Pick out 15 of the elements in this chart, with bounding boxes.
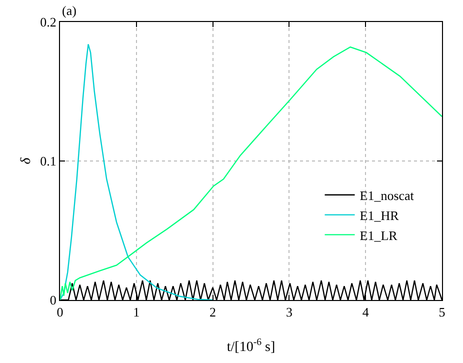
- line-series: [60, 44, 214, 300]
- y-tick-label: 0.1: [40, 154, 56, 169]
- text: (a): [62, 3, 76, 18]
- legend-label: E1_noscat: [360, 188, 414, 203]
- x-tick-label: 4: [362, 304, 370, 320]
- y-tick-label: 0.2: [40, 14, 56, 30]
- x-tick-label: 2: [210, 304, 216, 320]
- x-tick-label: 1: [133, 304, 140, 320]
- x-tick-label: 5: [438, 304, 446, 320]
- legend-label: E1_HR: [360, 208, 400, 223]
- legend-label: E1_LR: [360, 228, 398, 243]
- x-tick-label: 3: [286, 304, 292, 320]
- y-tick-label: 0: [50, 292, 56, 308]
- y-axis-title: δ: [18, 157, 34, 164]
- x-axis-title: t/[10$^{-6}$ s]: [226, 337, 276, 355]
